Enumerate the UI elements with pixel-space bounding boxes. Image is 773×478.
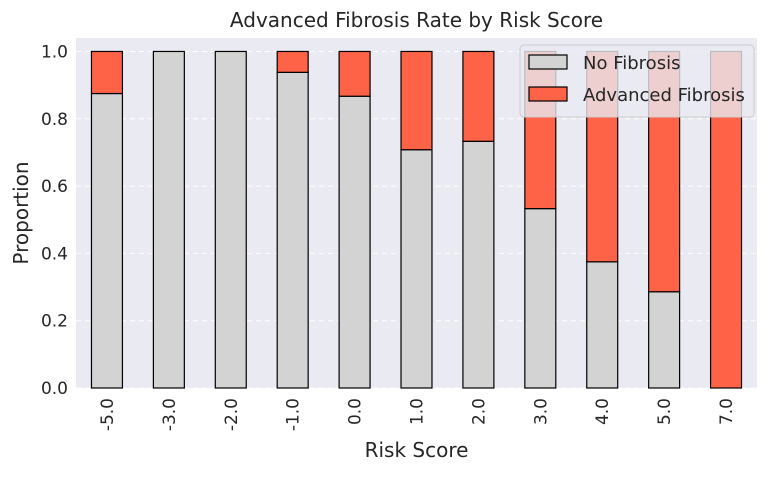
y-axis-label: Proportion [9,161,33,264]
bar-no-fibrosis [276,71,309,389]
bar-advanced-fibrosis [338,50,371,97]
bar-no-fibrosis [214,50,247,389]
legend-label-no-fibrosis: No Fibrosis [583,53,680,74]
x-tick-label: 1.0 [408,398,428,425]
y-tick-labels: 0.0 0.2 0.4 0.6 0.8 1.0 [41,42,68,399]
x-tick-label: -2.0 [222,398,242,431]
bar-no-fibrosis [648,291,681,389]
legend-label-advanced-fibrosis: Advanced Fibrosis [583,85,745,106]
bar-advanced-fibrosis [462,50,495,142]
y-tick-label: 0.6 [41,177,68,197]
chart-title: Advanced Fibrosis Rate by Risk Score [230,8,603,32]
legend-swatch-no-fibrosis [528,54,568,70]
legend-swatch-advanced-fibrosis [528,86,568,102]
x-axis-label: Risk Score [365,438,469,462]
y-tick-label: 1.0 [41,42,68,62]
bar-advanced-fibrosis [276,50,309,73]
y-tick-label: 0.8 [41,110,68,130]
bar-no-fibrosis [462,140,495,389]
x-tick-label: 2.0 [469,398,489,425]
x-tick-label: 5.0 [655,398,675,425]
bar-no-fibrosis [90,92,124,389]
x-tick-labels: -5.0 -3.0 -2.0 -1.0 0.0 1.0 2.0 3.0 4.0 5.0 7.0 [98,398,737,431]
x-tick-label: -1.0 [284,398,304,431]
y-tick-label: 0.0 [41,379,68,399]
y-tick-label: 0.2 [41,312,68,332]
bar-no-fibrosis [152,50,185,389]
x-tick-label: 3.0 [531,398,551,425]
x-tick-label: 7.0 [717,398,737,425]
bar-no-fibrosis [400,149,433,389]
x-tick-label: -3.0 [160,398,180,431]
legend: No Fibrosis Advanced Fibrosis [519,44,755,118]
x-tick-label: 4.0 [593,398,613,425]
bar-advanced-fibrosis [90,50,124,95]
x-tick-label: -5.0 [98,398,118,431]
bar-no-fibrosis [338,95,371,389]
y-tick-label: 0.4 [41,244,68,264]
x-tick-label: 0.0 [346,398,366,425]
bar-no-fibrosis [586,261,619,389]
bar-no-fibrosis [524,208,557,389]
legend-box [519,44,755,118]
bar-advanced-fibrosis [400,50,433,151]
